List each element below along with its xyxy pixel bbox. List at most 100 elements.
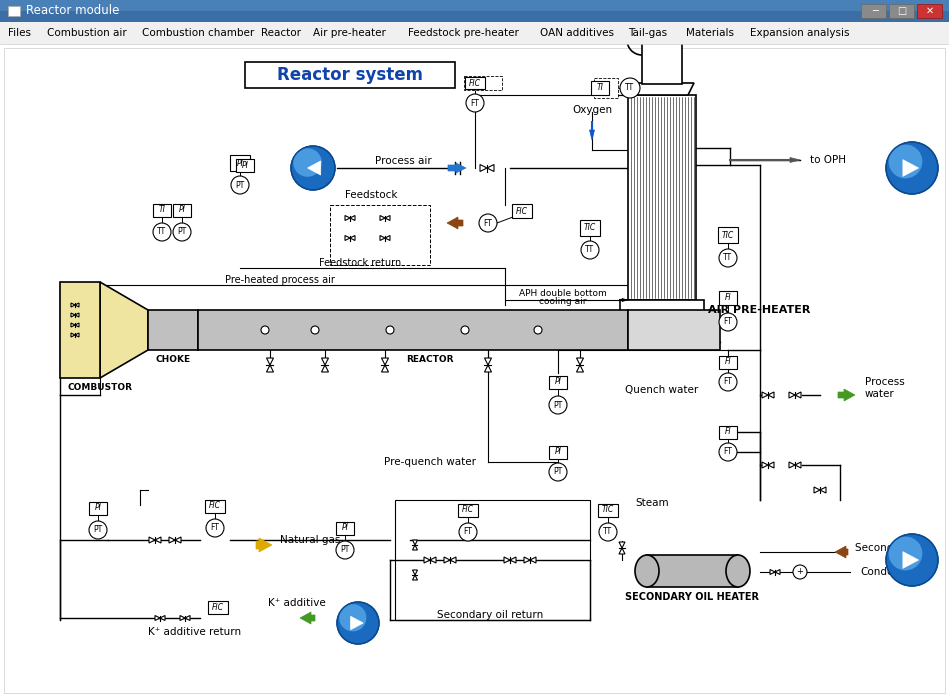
Text: Expansion analysis: Expansion analysis	[750, 28, 849, 38]
Polygon shape	[300, 612, 315, 624]
Polygon shape	[413, 575, 418, 580]
Bar	[89, 502, 107, 514]
Polygon shape	[775, 569, 780, 574]
Circle shape	[549, 463, 567, 481]
Polygon shape	[622, 298, 628, 302]
Text: TIC: TIC	[602, 505, 614, 514]
Circle shape	[153, 223, 171, 241]
Bar	[8, 6, 20, 16]
Ellipse shape	[635, 555, 659, 587]
Circle shape	[231, 176, 249, 194]
Polygon shape	[345, 215, 350, 220]
Circle shape	[461, 326, 469, 334]
Circle shape	[793, 565, 807, 579]
Text: Reactor module: Reactor module	[26, 4, 120, 17]
Bar	[236, 158, 254, 171]
Text: TT: TT	[158, 227, 167, 236]
Circle shape	[719, 249, 737, 267]
Polygon shape	[413, 570, 418, 575]
Polygon shape	[75, 323, 79, 327]
Ellipse shape	[726, 555, 750, 587]
Circle shape	[620, 78, 640, 98]
Text: Secondary oil: Secondary oil	[855, 543, 926, 553]
Polygon shape	[835, 546, 848, 558]
Text: FIC: FIC	[469, 79, 481, 88]
Polygon shape	[71, 303, 75, 307]
Bar	[889, 4, 914, 18]
Bar	[0, 0, 949, 11]
Text: to OPH: to OPH	[810, 155, 846, 165]
Polygon shape	[814, 487, 820, 493]
Bar	[173, 204, 191, 217]
Polygon shape	[381, 358, 388, 365]
Text: Steam: Steam	[635, 498, 669, 508]
Circle shape	[886, 142, 938, 194]
Text: PT: PT	[341, 546, 349, 555]
Polygon shape	[385, 236, 390, 240]
Circle shape	[719, 373, 737, 391]
Text: TT: TT	[586, 245, 595, 254]
Polygon shape	[485, 358, 492, 365]
Text: FIC: FIC	[516, 206, 528, 215]
Text: AIR PRE-HEATER: AIR PRE-HEATER	[708, 305, 810, 315]
Polygon shape	[100, 282, 148, 378]
Polygon shape	[380, 215, 385, 220]
Text: CHOKE: CHOKE	[156, 355, 191, 365]
Polygon shape	[902, 160, 919, 176]
Bar	[465, 77, 485, 89]
Circle shape	[534, 326, 542, 334]
Text: PI: PI	[178, 206, 185, 215]
Bar	[464, 76, 502, 90]
Text: Process air: Process air	[375, 156, 432, 166]
Polygon shape	[413, 540, 418, 545]
Circle shape	[293, 148, 322, 177]
Circle shape	[337, 602, 379, 644]
Bar	[0, 0, 949, 22]
Polygon shape	[447, 217, 463, 229]
Bar	[549, 376, 567, 388]
Polygon shape	[510, 557, 516, 563]
Polygon shape	[75, 313, 79, 317]
Circle shape	[466, 94, 484, 112]
Polygon shape	[256, 538, 272, 552]
Polygon shape	[589, 130, 594, 140]
Text: PI: PI	[236, 158, 244, 167]
Polygon shape	[175, 537, 181, 543]
Polygon shape	[768, 392, 774, 398]
Bar	[208, 601, 228, 613]
Text: FT: FT	[723, 378, 733, 387]
Text: Natural gas: Natural gas	[280, 535, 341, 545]
Polygon shape	[789, 462, 795, 468]
Bar	[719, 291, 737, 305]
Text: FT: FT	[484, 218, 493, 227]
Circle shape	[173, 223, 191, 241]
Bar	[719, 355, 737, 369]
Text: Combustion chamber: Combustion chamber	[141, 28, 254, 38]
Text: Materials: Materials	[686, 28, 734, 38]
Text: □: □	[898, 6, 906, 16]
Text: PI: PI	[95, 503, 102, 512]
Circle shape	[886, 534, 938, 586]
Polygon shape	[430, 557, 436, 563]
Text: PT: PT	[553, 468, 563, 477]
Circle shape	[599, 523, 617, 541]
Polygon shape	[307, 161, 321, 175]
Text: FIC: FIC	[462, 505, 474, 514]
Polygon shape	[267, 365, 273, 372]
Bar	[0, 22, 949, 44]
Bar	[230, 155, 250, 171]
Text: Combustion air: Combustion air	[47, 28, 127, 38]
Text: PI: PI	[554, 378, 562, 387]
Text: FT: FT	[723, 447, 733, 457]
Text: Reactor system: Reactor system	[277, 66, 423, 84]
Text: FI: FI	[725, 427, 732, 436]
Polygon shape	[762, 392, 768, 398]
Polygon shape	[790, 158, 800, 162]
Text: PT: PT	[235, 181, 245, 190]
Bar	[330, 205, 430, 265]
Bar	[647, 555, 738, 587]
Circle shape	[291, 146, 335, 190]
Text: +: +	[796, 567, 804, 576]
Text: Pre-quench water: Pre-quench water	[384, 457, 476, 467]
Text: PI: PI	[554, 447, 562, 457]
